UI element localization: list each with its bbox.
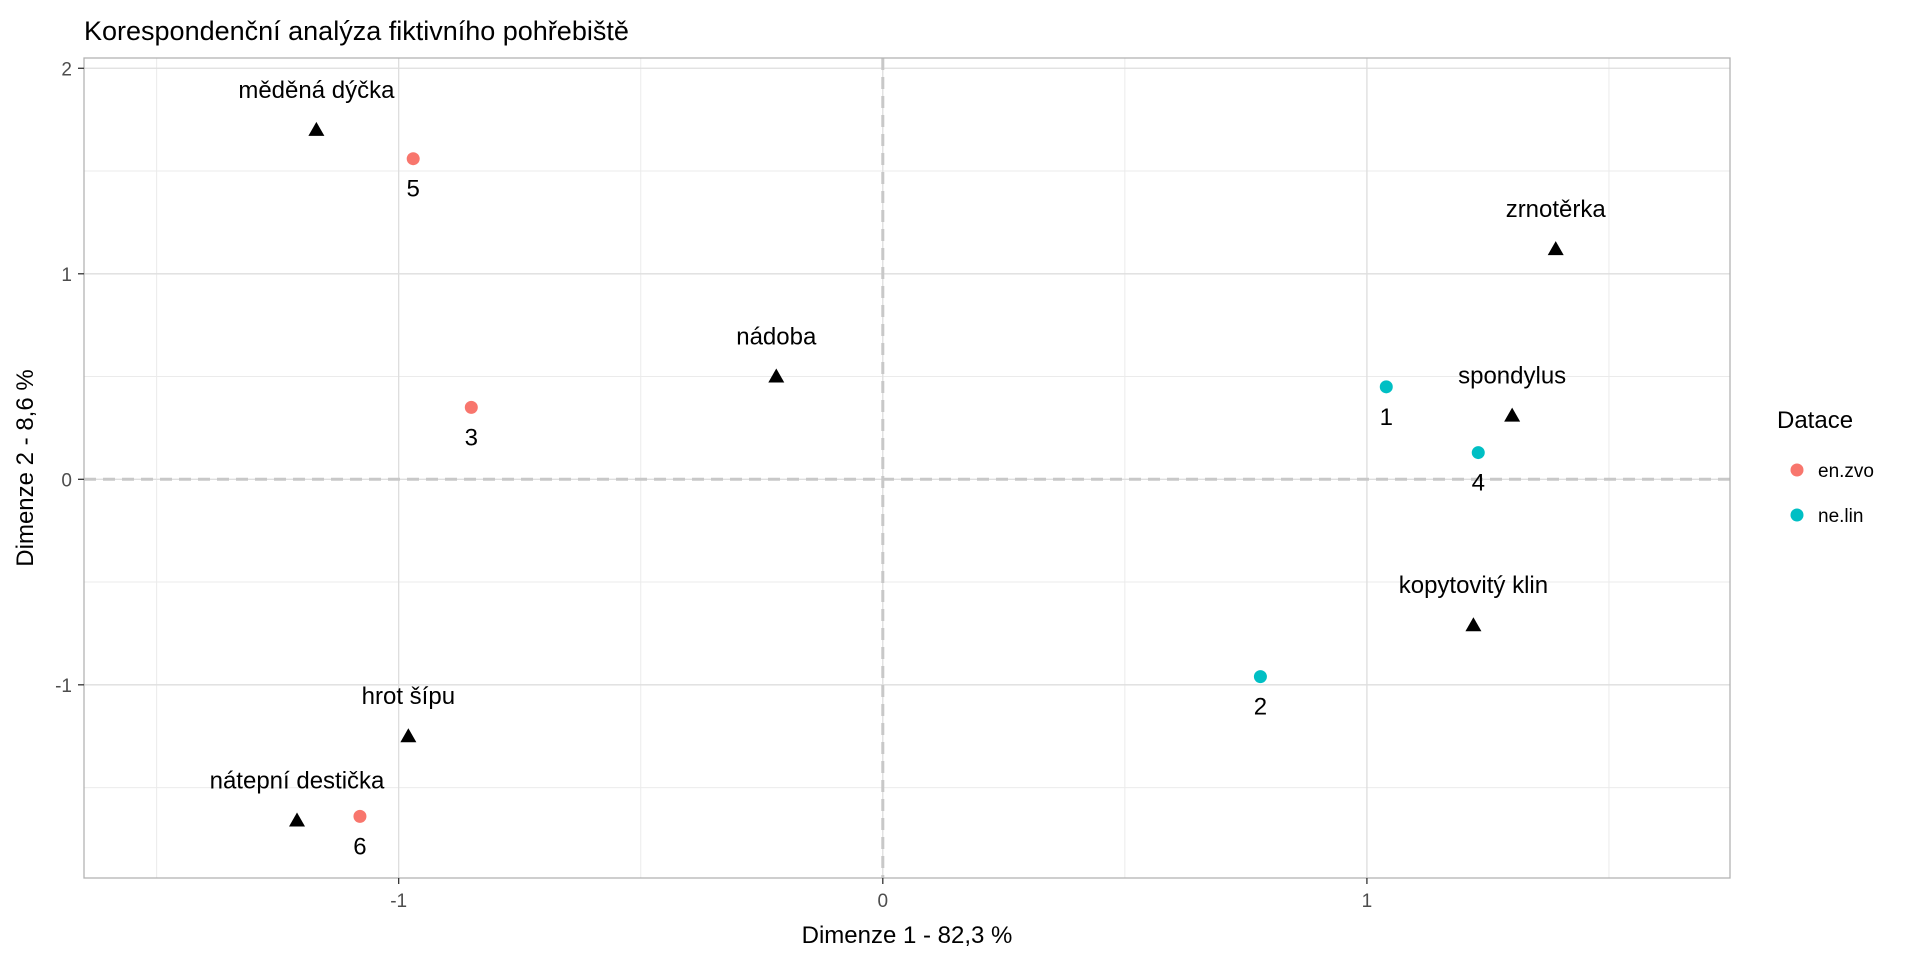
x-axis-title: Dimenze 1 - 82,3 % [802,922,1013,949]
point-label-5: 5 [407,176,420,203]
circle-point-2 [1253,670,1267,684]
grid-layer [84,58,1730,878]
legend-label-en-zvo: en.zvo [1818,461,1874,482]
y-tick-label: 1 [61,265,72,286]
point-label-kopytovitý-klin: kopytovitý klin [1399,572,1548,599]
y-tick-label: -1 [55,676,72,697]
circle-point-3 [464,400,478,414]
point-label-nádoba: nádoba [736,324,817,351]
tick-layer: -1 0 1 -1 0 1 2 [55,59,1372,912]
legend-key-ne-lin [1790,508,1804,522]
point-label-spondylus: spondylus [1458,363,1566,390]
panel-border [83,57,1731,879]
point-label-6: 6 [353,833,366,860]
point-label-3: 3 [465,424,478,451]
point-label-zrnotěrka: zrnotěrka [1506,196,1607,223]
label-layer: 3 5 6 1 2 4 měděná dýčka nádoba zrnotěrka spondyl… [210,77,1607,860]
point-label-1: 1 [1380,404,1393,431]
circle-point-4 [1471,446,1485,460]
chart-title: Korespondenční analýza fiktivního pohřeb… [84,16,629,46]
triangle-point-spondylus [1504,407,1521,422]
triangle-point-zrnotěrka [1547,241,1564,256]
legend: Datace en.zvo ne.lin [1777,407,1874,527]
point-label-4: 4 [1472,470,1485,497]
y-tick-label: 0 [61,470,72,491]
legend-title: Datace [1777,407,1853,434]
x-tick-label: 1 [1362,891,1373,912]
circle-point-6 [353,809,367,823]
circle-point-1 [1379,380,1393,394]
triangle-point-hrot-šípu [400,728,417,743]
point-label-hrot-šípu: hrot šípu [362,683,455,710]
triangle-point-nádoba [768,368,785,383]
reference-lines [84,58,1730,878]
point-label-měděná-dýčka: měděná dýčka [238,77,395,104]
x-tick-label: -1 [390,891,407,912]
triangle-point-měděná-dýčka [308,121,325,136]
legend-label-ne-lin: ne.lin [1818,506,1863,527]
y-axis-title: Dimenze 2 - 8,6 % [12,369,39,566]
circle-point-5 [406,152,420,166]
x-tick-label: 0 [878,891,889,912]
point-layer [289,121,1564,827]
point-label-nátepní-destička: nátepní destička [210,767,385,794]
point-label-2: 2 [1254,694,1267,721]
triangle-point-kopytovitý-klin [1465,617,1482,632]
y-tick-label: 2 [61,59,72,80]
triangle-point-nátepní-destička [289,812,306,827]
legend-key-en-zvo [1790,463,1804,477]
